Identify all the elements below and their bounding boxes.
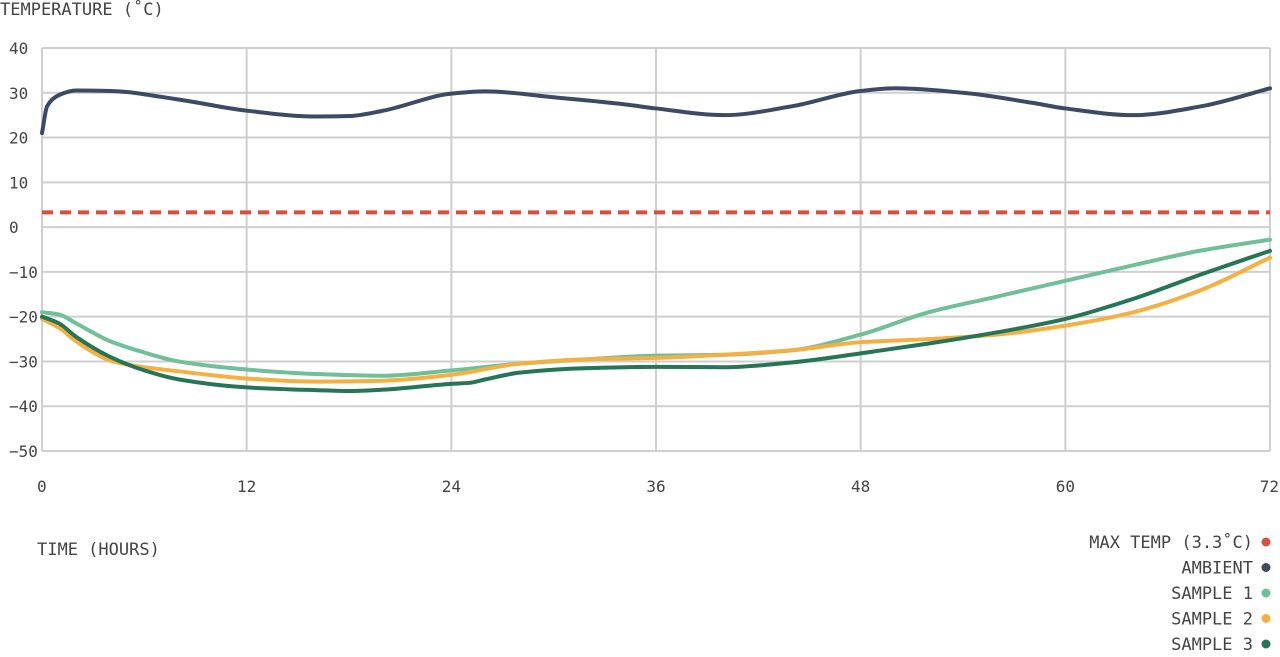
x-tick-label: 12 [237, 477, 256, 496]
x-tick-label: 36 [646, 477, 665, 496]
x-tick-label: 72 [1260, 477, 1279, 496]
legend-swatch-dot [1261, 563, 1271, 572]
legend-item-sample-1: SAMPLE 1 [1171, 584, 1271, 604]
legend: MAX TEMP (3.3˚C) AMBIENT SAMPLE 1 SAMPLE 2 S… [1089, 532, 1271, 655]
legend-label: AMBIENT [1181, 559, 1253, 579]
y-axis-ticks: 40 30 20 10 0 −10 −20 −30 −40 −50 [9, 39, 38, 461]
legend-item-ambient: AMBIENT [1181, 559, 1271, 579]
y-tick-label: −40 [9, 397, 38, 416]
legend-item-sample-3: SAMPLE 3 [1171, 635, 1271, 655]
y-tick-label: 30 [9, 84, 28, 103]
grid [41, 47, 1271, 452]
series-line-sample-2 [40, 255, 1272, 384]
x-tick-label: 60 [1056, 477, 1075, 496]
legend-swatch-dot [1261, 614, 1271, 623]
legend-item-sample-2: SAMPLE 2 [1171, 610, 1271, 630]
y-tick-label: 10 [9, 173, 28, 192]
legend-swatch-dot [1261, 639, 1271, 649]
legend-label: SAMPLE 3 [1171, 635, 1253, 653]
series-line-sample-3 [40, 248, 1272, 393]
x-tick-label: 48 [851, 477, 870, 496]
y-tick-label: 20 [9, 129, 28, 148]
x-tick-label: 0 [37, 477, 47, 496]
x-tick-label: 24 [442, 477, 461, 496]
legend-label: SAMPLE 2 [1171, 610, 1253, 630]
legend-label: MAX TEMP (3.3˚C) [1089, 532, 1253, 553]
series-lines [40, 86, 1272, 393]
legend-item-max-temp-3-3-c: MAX TEMP (3.3˚C) [1089, 532, 1271, 553]
y-tick-label: 0 [9, 218, 19, 237]
y-tick-label: −10 [9, 263, 38, 282]
legend-label: SAMPLE 1 [1171, 584, 1253, 604]
series-line-ambient [40, 86, 1272, 136]
y-axis-label: TEMPERATURE (˚C) [0, 0, 164, 20]
y-tick-label: −30 [9, 352, 38, 371]
y-tick-label: 40 [9, 39, 28, 58]
x-axis-ticks: 0 12 24 36 48 60 72 [37, 477, 1279, 496]
y-tick-label: −50 [9, 442, 38, 461]
x-axis-label: TIME (HOURS) [37, 540, 160, 560]
y-tick-label: −20 [9, 308, 38, 327]
legend-swatch-dot [1261, 537, 1271, 547]
legend-swatch-dot [1261, 588, 1271, 598]
